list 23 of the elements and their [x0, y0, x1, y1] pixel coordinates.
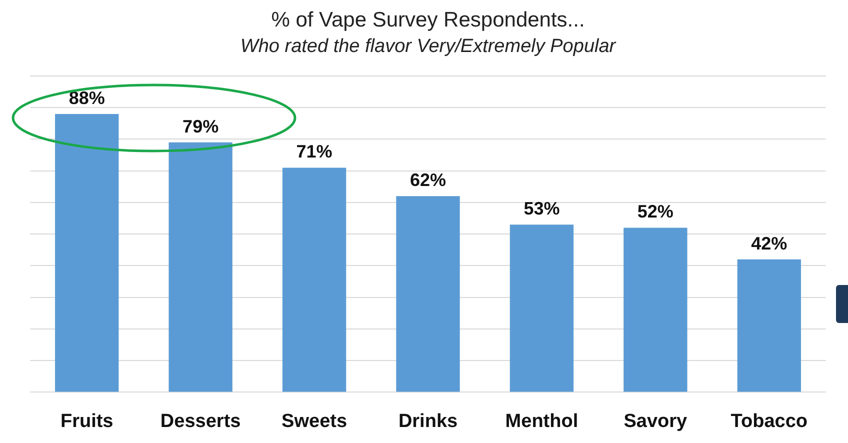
x-tick-label: Menthol	[505, 410, 578, 432]
chart-title: % of Vape Survey Respondents...	[271, 8, 585, 32]
data-label: 62%	[410, 170, 446, 190]
data-label: 42%	[751, 233, 788, 254]
x-tick-label: Desserts	[160, 410, 241, 432]
bar	[282, 168, 346, 392]
bar	[55, 114, 119, 392]
bar	[396, 196, 460, 392]
x-tick-label: Sweets	[282, 410, 348, 432]
bar	[624, 228, 688, 392]
x-tick-label: Savory	[624, 410, 688, 432]
bar	[510, 224, 574, 392]
data-label: 53%	[524, 198, 560, 219]
data-label: 71%	[296, 142, 332, 162]
data-label: 88%	[68, 88, 105, 108]
x-tick-label: Drinks	[398, 410, 458, 432]
x-tick-label: Tobacco	[730, 410, 808, 432]
bar	[168, 142, 232, 392]
chart-subtitle: Who rated the flavor Very/Extremely Popular	[240, 36, 616, 57]
data-label: 52%	[637, 202, 674, 222]
data-label: 79%	[182, 116, 219, 136]
bar	[737, 259, 801, 392]
x-tick-label: Fruits	[60, 410, 114, 432]
